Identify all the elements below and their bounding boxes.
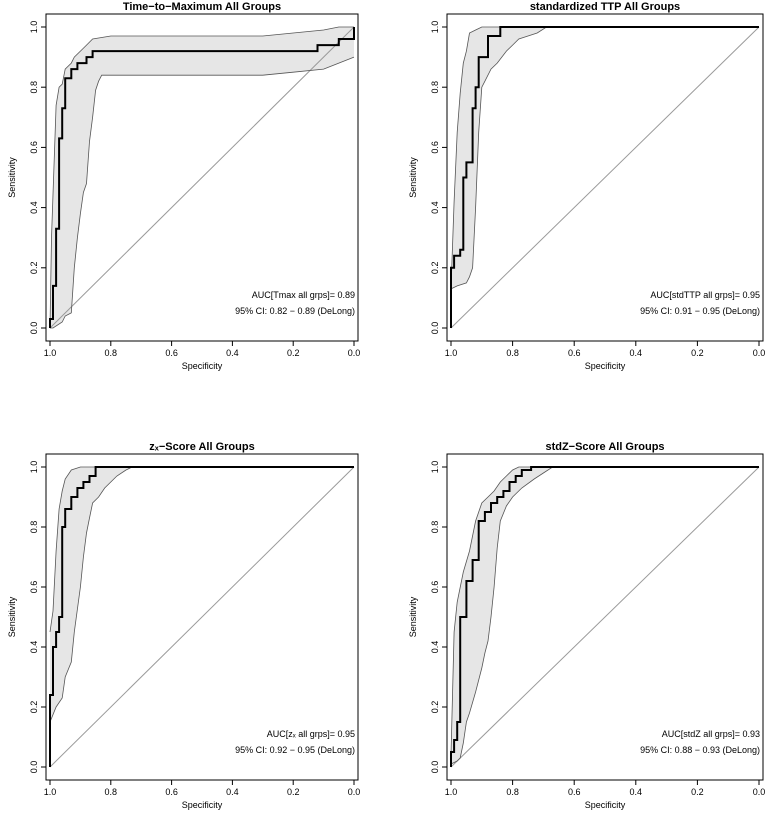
chart-4: stdZ−Score All Groups 1.0 0.8 0.6 0.4 0.2 0.0 0… <box>408 441 765 810</box>
chart-2-ci-label: 95% CI: 0.91 − 0.95 (DeLong) <box>640 306 760 316</box>
chart-4-ci-lower-line <box>450 466 759 765</box>
chart-2-x-tick-label: 0.4 <box>630 348 643 358</box>
chart-1-y-tick-label: 1.0 <box>29 21 39 34</box>
chart-3-y-tick-label: 0.6 <box>29 581 39 594</box>
chart-2-reference-diagonal <box>450 26 760 329</box>
chart-4-y-tick-label: 0.2 <box>430 701 440 714</box>
chart-4-y-tick-label: 0.4 <box>430 641 440 654</box>
chart-3-plot-frame <box>45 453 359 781</box>
chart-1-reference-diagonal <box>49 26 355 329</box>
chart-4-x-tick-label: 1.0 <box>445 787 458 797</box>
chart-2-title: standardized TTP All Groups <box>530 1 680 13</box>
chart-3-title: zₓ−Score All Groups <box>149 441 254 453</box>
chart-4-x-tick-label: 0.2 <box>691 787 704 797</box>
chart-3-x-tick-label: 0.6 <box>165 787 178 797</box>
chart-2-ci-lower-line <box>450 26 759 290</box>
chart-3-x-tick-label: 0.4 <box>226 787 239 797</box>
chart-2-roc-curve <box>450 26 759 328</box>
chart-2-x-tick-label: 1.0 <box>445 348 458 358</box>
chart-4-ci-upper-line <box>450 466 759 756</box>
chart-3: zₓ−Score All Groups 1.0 0.8 0.6 0.4 0.2 0.0 0.0… <box>7 441 360 810</box>
chart-1-y-tick-label: 0.2 <box>29 262 39 275</box>
chart-2-y-tick-label: 0.8 <box>430 81 440 94</box>
chart-1-auc-label: AUC[Tmax all grps]= 0.89 <box>252 290 355 300</box>
chart-1-plot-frame <box>45 13 359 342</box>
chart-1-y-axis-label: Sensitivity <box>7 157 17 198</box>
chart-2-x-tick-label: 0.8 <box>506 348 519 358</box>
chart-4-x-axis-label: Specificity <box>585 800 626 810</box>
chart-4-auc-label: AUC[stdZ all grps]= 0.93 <box>662 729 760 739</box>
chart-2-x-tick-label: 0.6 <box>568 348 581 358</box>
chart-3-roc-curve <box>49 466 354 767</box>
chart-3-x-tick-label: 1.0 <box>44 787 57 797</box>
chart-1-title: Time−to−Maximum All Groups <box>123 1 281 13</box>
chart-3-auc-label: AUC[zₓ all grps]= 0.95 <box>267 729 355 739</box>
chart-2-ci-band <box>451 27 759 289</box>
chart-2-y-tick-label: 0.2 <box>430 262 440 275</box>
chart-1-ci-upper-line <box>49 26 354 329</box>
chart-4-x-tick-label: 0.4 <box>630 787 643 797</box>
chart-1-x-tick-label: 1.0 <box>44 348 57 358</box>
chart-4-y-tick-label: 0.6 <box>430 581 440 594</box>
chart-3-reference-diagonal <box>49 466 355 768</box>
chart-2-x-tick-label: 0.2 <box>691 348 704 358</box>
chart-1-y-tick-label: 0.4 <box>29 201 39 214</box>
chart-2-x-tick-label: 0.0 <box>753 348 765 358</box>
chart-2-y-tick-label: 1.0 <box>430 21 440 34</box>
chart-1: Time−to−Maximum All Groups 1.0 0.8 0.6 0.4 0.… <box>7 1 360 371</box>
chart-1-ci-lower-line <box>50 56 355 329</box>
chart-3-y-axis-label: Sensitivity <box>7 596 17 637</box>
chart-3-ci-upper-line <box>49 466 354 633</box>
chart-3-y-tick-label: 0.2 <box>29 701 39 714</box>
chart-2: standardized TTP All Groups 1.0 0.8 0.6 0.4 0… <box>408 1 765 371</box>
chart-3-ci-band <box>50 467 354 722</box>
chart-1-y-tick-label: 0.0 <box>29 322 39 335</box>
chart-1-roc-curve <box>49 27 355 328</box>
chart-4-roc-curve <box>450 466 759 767</box>
chart-2-auc-label: AUC[stdTTP all grps]= 0.95 <box>650 290 760 300</box>
chart-4-y-axis-label: Sensitivity <box>408 596 418 637</box>
chart-3-ci-label: 95% CI: 0.92 − 0.95 (DeLong) <box>235 745 355 755</box>
chart-4-y-tick-label: 0.8 <box>430 521 440 534</box>
chart-4-x-tick-label: 0.0 <box>753 787 765 797</box>
chart-3-y-tick-label: 0.8 <box>29 521 39 534</box>
chart-3-x-axis-label: Specificity <box>182 800 223 810</box>
chart-2-plot-frame <box>446 13 764 342</box>
chart-3-x-tick-label: 0.8 <box>105 787 118 797</box>
chart-1-x-tick-label: 0.6 <box>165 348 178 358</box>
chart-4-y-tick-label: 1.0 <box>430 461 440 474</box>
chart-1-y-tick-label: 0.8 <box>29 81 39 94</box>
chart-4-ci-label: 95% CI: 0.88 − 0.93 (DeLong) <box>640 745 760 755</box>
chart-2-y-axis-label: Sensitivity <box>408 157 418 198</box>
chart-4-title: stdZ−Score All Groups <box>545 441 664 453</box>
chart-1-ci-label: 95% CI: 0.82 − 0.89 (DeLong) <box>235 306 355 316</box>
chart-4-reference-diagonal <box>450 466 760 768</box>
chart-3-ci-lower-line <box>49 466 354 723</box>
chart-3-y-tick-label: 1.0 <box>29 461 39 474</box>
chart-2-y-tick-label: 0.6 <box>430 141 440 154</box>
chart-2-y-tick-label: 0.0 <box>430 322 440 335</box>
chart-4-y-tick-label: 0.0 <box>430 761 440 774</box>
chart-3-x-tick-label: 0.0 <box>348 787 361 797</box>
chart-2-ci-upper-line <box>450 26 759 289</box>
chart-4-x-tick-label: 0.6 <box>568 787 581 797</box>
chart-1-x-tick-label: 0.8 <box>105 348 118 358</box>
chart-3-y-tick-label: 0.0 <box>29 761 39 774</box>
chart-1-x-tick-label: 0.4 <box>226 348 239 358</box>
chart-2-y-tick-label: 0.4 <box>430 201 440 214</box>
chart-1-x-tick-label: 0.2 <box>287 348 300 358</box>
chart-4-plot-frame <box>446 453 764 781</box>
chart-4-x-tick-label: 0.8 <box>506 787 519 797</box>
chart-3-y-tick-label: 0.4 <box>29 641 39 654</box>
chart-1-x-tick-label: 0.0 <box>348 348 361 358</box>
chart-1-y-tick-label: 0.6 <box>29 141 39 154</box>
chart-1-x-axis-label: Specificity <box>182 361 223 371</box>
chart-2-x-axis-label: Specificity <box>585 361 626 371</box>
chart-3-x-tick-label: 0.2 <box>287 787 300 797</box>
